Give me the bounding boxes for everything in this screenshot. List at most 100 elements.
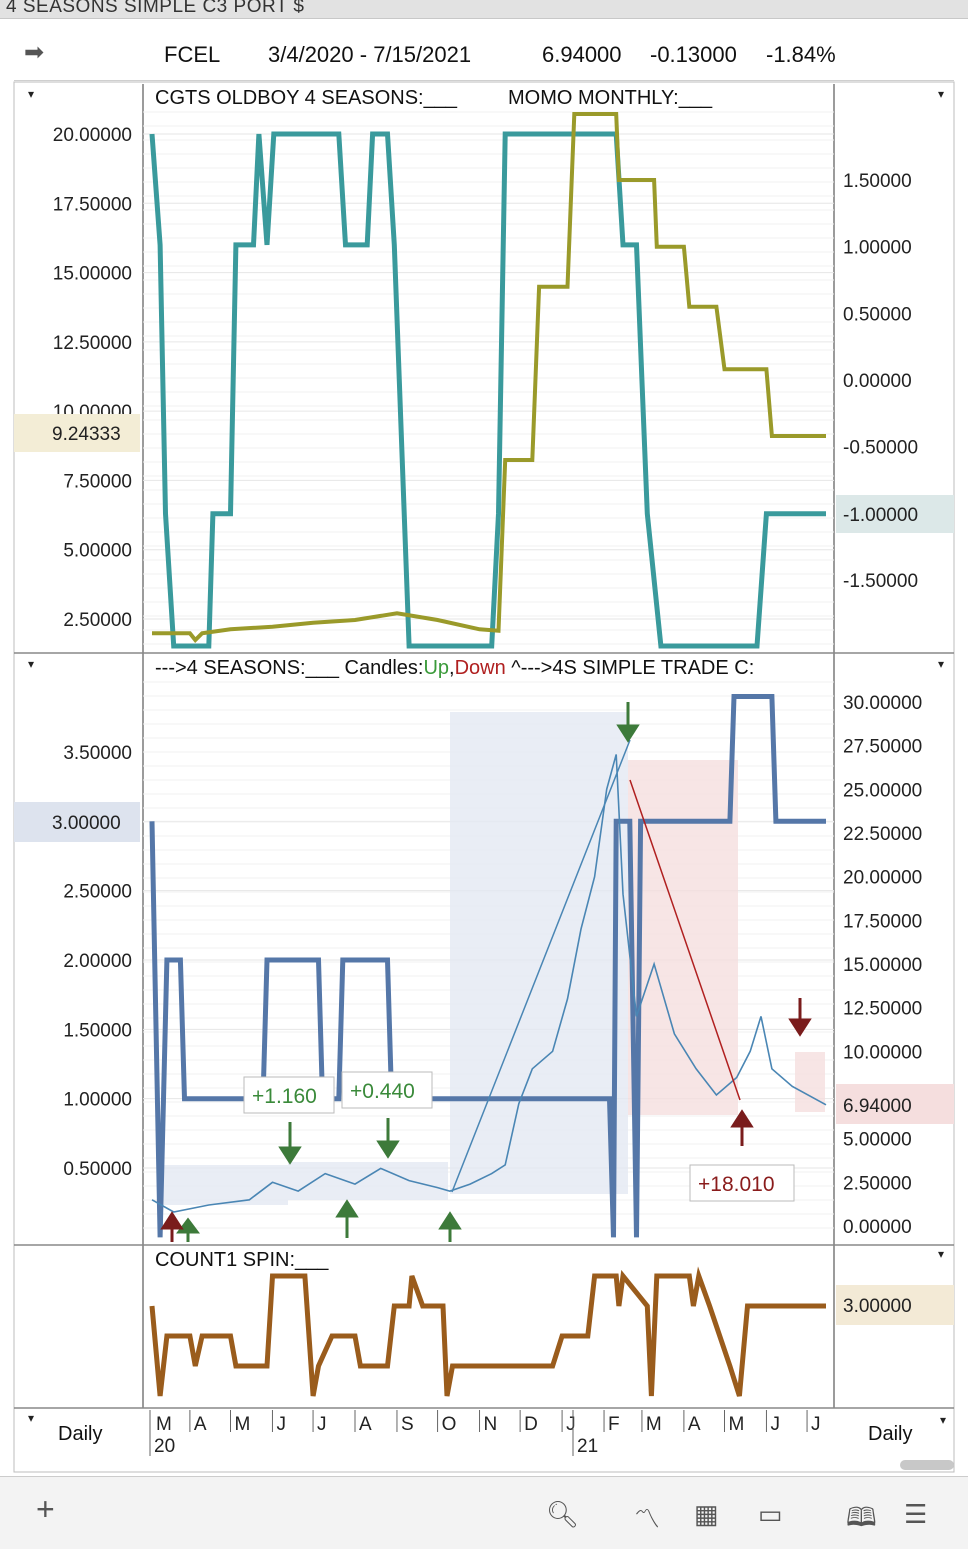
right-period-label[interactable]: Daily	[868, 1423, 912, 1445]
panel3-title: COUNT1 SPIN:___	[155, 1249, 329, 1271]
price-change-pct: -1.84%	[766, 42, 836, 67]
arrow-up-icon	[438, 1211, 462, 1242]
search-icon[interactable]: 🔍︎	[546, 1499, 580, 1529]
arrow-right-icon[interactable]: ➡	[24, 39, 45, 66]
tick-label: 15.00000	[843, 955, 922, 976]
arrow-down-icon	[616, 702, 640, 743]
grid-icon[interactable]: ▦	[694, 1499, 719, 1529]
sell-arrows	[160, 998, 812, 1242]
month-label: M	[156, 1414, 172, 1435]
tick-label: -0.50000	[843, 438, 918, 459]
price-change: -0.13000	[650, 42, 737, 67]
tick-label: 0.00000	[843, 371, 912, 392]
month-label: F	[608, 1414, 620, 1435]
tick-label: -1.50000	[843, 571, 918, 592]
panel2-title-prefix: --->4 SEASONS:___ Candles:	[155, 657, 423, 679]
trade-label-3: +18.010	[698, 1173, 775, 1196]
trade-label-2: +0.440	[350, 1080, 415, 1103]
chart-line-icon[interactable]: 〽	[634, 1504, 661, 1534]
window-title: 4 SEASONS SIMPLE C3 PORT $	[6, 0, 305, 17]
tick-label: 22.50000	[843, 824, 922, 845]
tick-label: 2.50000	[63, 882, 132, 903]
right-value-marker-3: 3.00000	[843, 1296, 912, 1317]
layout-icon[interactable]: ▭	[758, 1499, 783, 1529]
panel2-title: --->4 SEASONS:___ Candles:Up,Down ^--->4…	[155, 657, 754, 679]
tick-label: 0.50000	[843, 304, 912, 325]
tick-label: 15.00000	[53, 264, 132, 285]
tick-label: 3.50000	[63, 743, 132, 764]
trade-label-box-3	[689, 1164, 795, 1202]
tick-label: 1.50000	[843, 171, 912, 192]
tick-label: 20.00000	[53, 125, 132, 146]
month-label: O	[442, 1414, 457, 1435]
left-value-marker: 9.24333	[52, 424, 121, 445]
tick-label: 5.00000	[843, 1130, 912, 1151]
tick-label: 5.00000	[63, 541, 132, 562]
momo-monthly-line	[152, 112, 826, 643]
menu-icon[interactable]: ☰	[904, 1499, 928, 1529]
trade-zone-3	[795, 1052, 825, 1112]
tick-label: 2.50000	[843, 1173, 912, 1194]
month-label: M	[646, 1414, 662, 1435]
panel2-title-comma: ,	[449, 657, 455, 679]
tick-label: 20.00000	[843, 868, 922, 889]
trend-line-up	[451, 739, 631, 1193]
horizontal-scrollbar[interactable]	[900, 1460, 954, 1470]
panel2-title-suffix: ^--->4S SIMPLE TRADE C:	[506, 657, 755, 679]
tick-label: 27.50000	[843, 737, 922, 758]
tick-label: 25.00000	[843, 780, 922, 801]
tick-label: 1.00000	[843, 238, 912, 259]
symbol-label[interactable]: FCEL	[164, 42, 221, 67]
tick-label: 12.50000	[843, 999, 922, 1020]
last-price: 6.94000	[542, 42, 622, 67]
month-label: J	[770, 1414, 780, 1435]
add-icon[interactable]: +	[36, 1491, 55, 1527]
arrow-down-icon	[376, 1118, 400, 1159]
tick-label: 10.00000	[843, 1042, 922, 1063]
month-label: M	[234, 1414, 250, 1435]
tick-label: 0.50000	[63, 1159, 132, 1180]
right-value-marker: -1.00000	[843, 505, 918, 526]
panel2-right-menu-icon[interactable]: ▾	[938, 657, 944, 671]
trade-label-box-1	[243, 1076, 335, 1114]
month-label: A	[359, 1414, 372, 1435]
year-label-2020: 20	[154, 1436, 175, 1457]
right-marker-bg	[836, 495, 954, 533]
right-marker-bg-3	[836, 1285, 954, 1325]
year-label-2021: 21	[577, 1436, 598, 1457]
tick-label: 2.00000	[63, 951, 132, 972]
panel2-menu-icon[interactable]: ▾	[28, 657, 34, 671]
panel3-right-menu-icon[interactable]: ▾	[938, 1247, 944, 1261]
xaxis-left-menu-icon[interactable]: ▾	[28, 1411, 34, 1425]
tick-label: 17.50000	[53, 194, 132, 215]
arrow-up-icon	[176, 1217, 200, 1242]
tick-label: 0.00000	[843, 1217, 912, 1238]
arrow-up-icon	[730, 1109, 754, 1146]
tick-label: 30.00000	[843, 693, 922, 714]
month-label: A	[194, 1414, 207, 1435]
panel1-right-menu-icon[interactable]: ▾	[938, 87, 944, 101]
right-value-marker-2: 6.94000	[843, 1096, 912, 1117]
chart-canvas[interactable]: CGTS OLDBOY 4 SEASONS:___ MOMO MONTHLY:_…	[0, 0, 968, 1476]
arrow-down-icon	[788, 998, 812, 1037]
price-line	[151, 754, 827, 1213]
trade-zone-long	[450, 712, 628, 1194]
tick-label: 1.00000	[63, 1090, 132, 1111]
arrow-up-icon	[335, 1199, 359, 1238]
month-label: J	[811, 1414, 821, 1435]
month-label: S	[401, 1414, 414, 1435]
left-marker-bg-2	[14, 802, 140, 842]
panel1-menu-icon[interactable]: ▾	[28, 87, 34, 101]
left-period-label[interactable]: Daily	[58, 1423, 102, 1445]
xaxis-right-menu-icon[interactable]: ▾	[940, 1413, 946, 1427]
oldboy-4-seasons-line	[149, 131, 826, 649]
trade-zone-1	[160, 1165, 288, 1205]
panel2-right-ticks: 30.00000 27.50000 25.00000 22.50000 20.00000…	[843, 693, 922, 1238]
bottom-toolbar: + 🔍︎ 〽 ▦ ▭ 🕮︎ ☰	[0, 1476, 968, 1549]
book-icon[interactable]: 🕮︎	[846, 1502, 877, 1532]
date-range[interactable]: 3/4/2020 - 7/15/2021	[268, 42, 472, 67]
panel1-grid	[143, 111, 834, 645]
arrow-down-icon	[278, 1122, 302, 1165]
tick-label: 7.50000	[63, 471, 132, 492]
